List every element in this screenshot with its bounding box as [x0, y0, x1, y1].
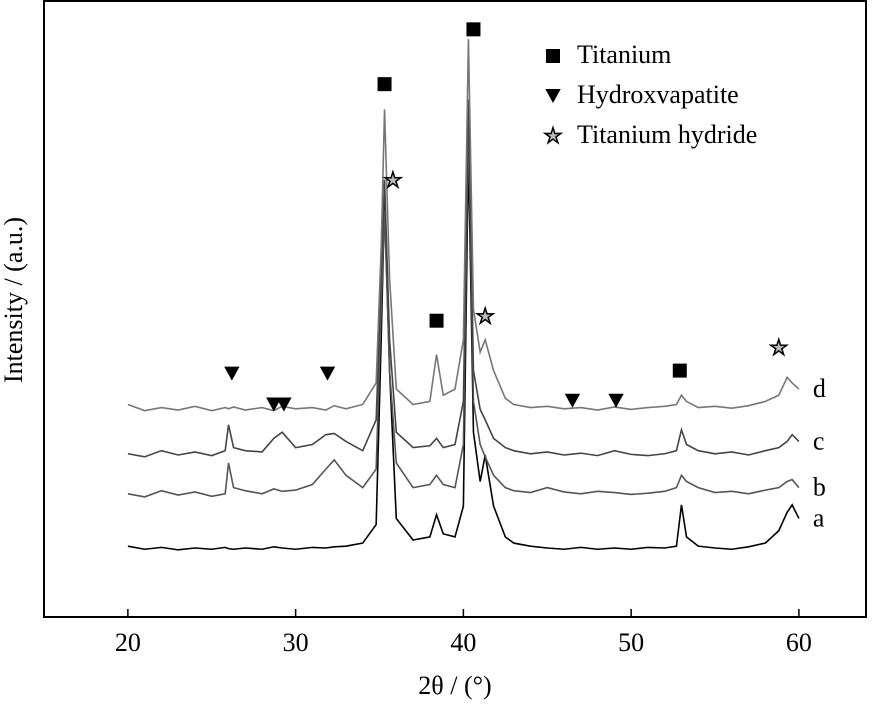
phase-marker: [564, 393, 581, 408]
series-label: a: [813, 503, 825, 532]
series-line: [127, 119, 800, 498]
phase-marker: [474, 305, 496, 326]
plot-frame: [43, 0, 867, 618]
x-tick-label: 50: [618, 628, 644, 657]
series-label: d: [813, 374, 826, 403]
legend-symbol: [546, 49, 560, 63]
x-axis-title: 2θ / (°): [418, 671, 491, 700]
x-tick-label: 60: [786, 628, 812, 657]
phase-marker: [224, 366, 240, 381]
phase-marker: [276, 397, 292, 412]
phase-marker: [319, 366, 336, 381]
legend-symbol: [542, 125, 564, 145]
x-tick-label: 30: [283, 628, 309, 657]
legend-label: Titanium hydride: [577, 120, 757, 149]
phase-marker: [466, 22, 481, 37]
series-label: b: [813, 473, 826, 502]
phase-marker: [768, 336, 790, 357]
phase-marker: [382, 169, 404, 190]
phase-marker: [377, 77, 392, 92]
x-tick-label: 40: [450, 628, 476, 657]
series-line: [127, 149, 800, 551]
series-line: [127, 99, 800, 458]
series-line: [127, 39, 800, 412]
phase-marker: [608, 393, 624, 408]
legend-label: Titanium: [577, 40, 671, 69]
phase-marker: [266, 397, 282, 412]
series-label: c: [813, 426, 825, 455]
phase-marker: [429, 313, 444, 328]
legend-symbol: [545, 89, 561, 103]
phase-marker: [672, 363, 687, 378]
legend-label: Hydroxvapatite: [577, 80, 739, 109]
x-tick-label: 20: [115, 628, 141, 657]
y-axis-title: Intensity / (a.u.): [0, 217, 28, 383]
